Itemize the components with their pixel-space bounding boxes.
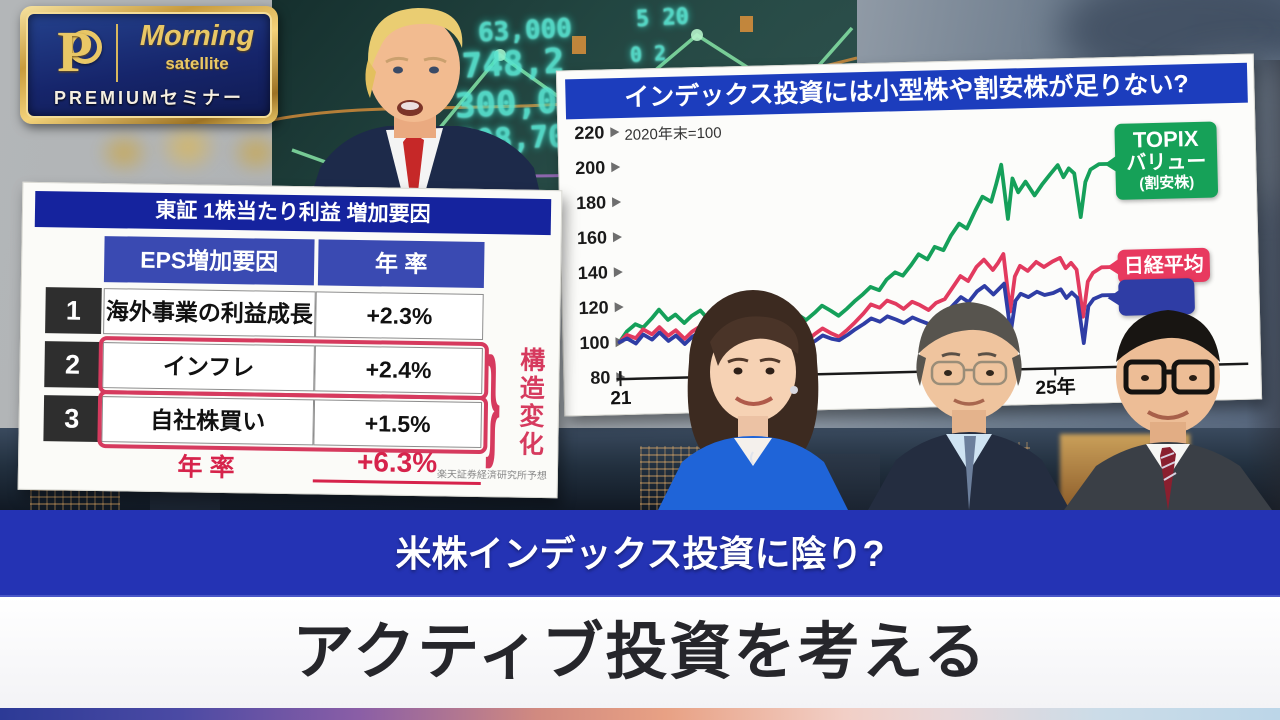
logo-monogram: P [57, 19, 93, 84]
row1-rate: +2.3% [315, 291, 484, 341]
main-title-text: アクティブ投資を考える [292, 618, 988, 687]
y-tick-label: 80 [590, 367, 611, 387]
legend-topix-value: TOPIX バリュー (割安株) [1114, 121, 1219, 200]
logo-ring-icon [68, 30, 102, 64]
y-tick-arrow-icon [611, 197, 622, 208]
main-title-bar: アクティブ投資を考える [0, 597, 1280, 708]
row2-number: 2 [44, 341, 101, 389]
photo-presenter-man-thick-glasses [1048, 290, 1280, 510]
column-header-rate: 年 率 [317, 239, 485, 289]
table-title: 東証 1株当たり利益 増加要因 [34, 190, 552, 236]
gradient-strip [0, 708, 1280, 720]
total-rate-label: 年 率 [177, 453, 235, 483]
y-tick-label: 100 [579, 332, 610, 353]
ticker-number: 0 2 [629, 41, 667, 67]
y-tick-arrow-icon [610, 127, 620, 138]
y-tick-label: 200 [575, 157, 606, 178]
logo-subtitle: satellite [165, 54, 229, 73]
y-tick-label: 160 [577, 227, 608, 248]
row3-number: 3 [43, 395, 101, 443]
subtitle-text: 米株インデックス投資に陰り? [395, 533, 885, 574]
program-logo: P Morning satellite PREMIUMセミナー [20, 6, 278, 124]
logo-premium-label: PREMIUMセミナー [54, 88, 244, 108]
logo-divider [116, 24, 118, 82]
ticker-number: 5 20 [635, 4, 690, 33]
column-header-factor: EPS増加要因 [103, 236, 315, 286]
y-tick-arrow-icon [614, 302, 624, 313]
x-tick-label: 21 [610, 388, 632, 410]
y-tick-label: 220 [574, 122, 605, 143]
row2-rate: +2.4% [314, 345, 483, 395]
y-tick-label: 180 [576, 192, 607, 213]
row1-number: 1 [45, 287, 102, 335]
row3-factor: 自社株買い [101, 396, 315, 446]
row2-factor: インフレ [102, 342, 315, 392]
subtitle-banner: 米株インデックス投資に陰り? [0, 510, 1280, 597]
legend-topix-line3: (割安株) [1139, 174, 1195, 193]
y-tick-arrow-icon [611, 162, 621, 173]
eps-table-panel: 東証 1株当たり利益 増加要因 EPS増加要因 年 率 1 海外事業の利益成長 … [17, 181, 563, 499]
logo-title: Morning [139, 20, 255, 52]
structural-change-label: 構造変化 [515, 346, 545, 459]
y-tick-arrow-icon [613, 267, 623, 278]
y-tick-arrow-icon [612, 232, 622, 243]
x-tick-label: 25年 [1035, 375, 1076, 399]
legend-topix-line2: バリュー [1126, 150, 1207, 175]
row3-rate: +1.5% [313, 399, 483, 449]
photo-presenter-woman [622, 270, 884, 510]
program-logo-inner: P Morning satellite PREMIUMセミナー [26, 12, 272, 118]
photo-presenter-man-glasses [838, 276, 1100, 510]
table-source: 楽天証券経済研究所予想 [436, 469, 547, 483]
y-tick-label: 120 [578, 297, 609, 318]
row1-factor: 海外事業の利益成長 [103, 288, 316, 338]
y-tick-label: 140 [578, 262, 609, 283]
legend-topix-line1: TOPIX [1132, 125, 1199, 153]
